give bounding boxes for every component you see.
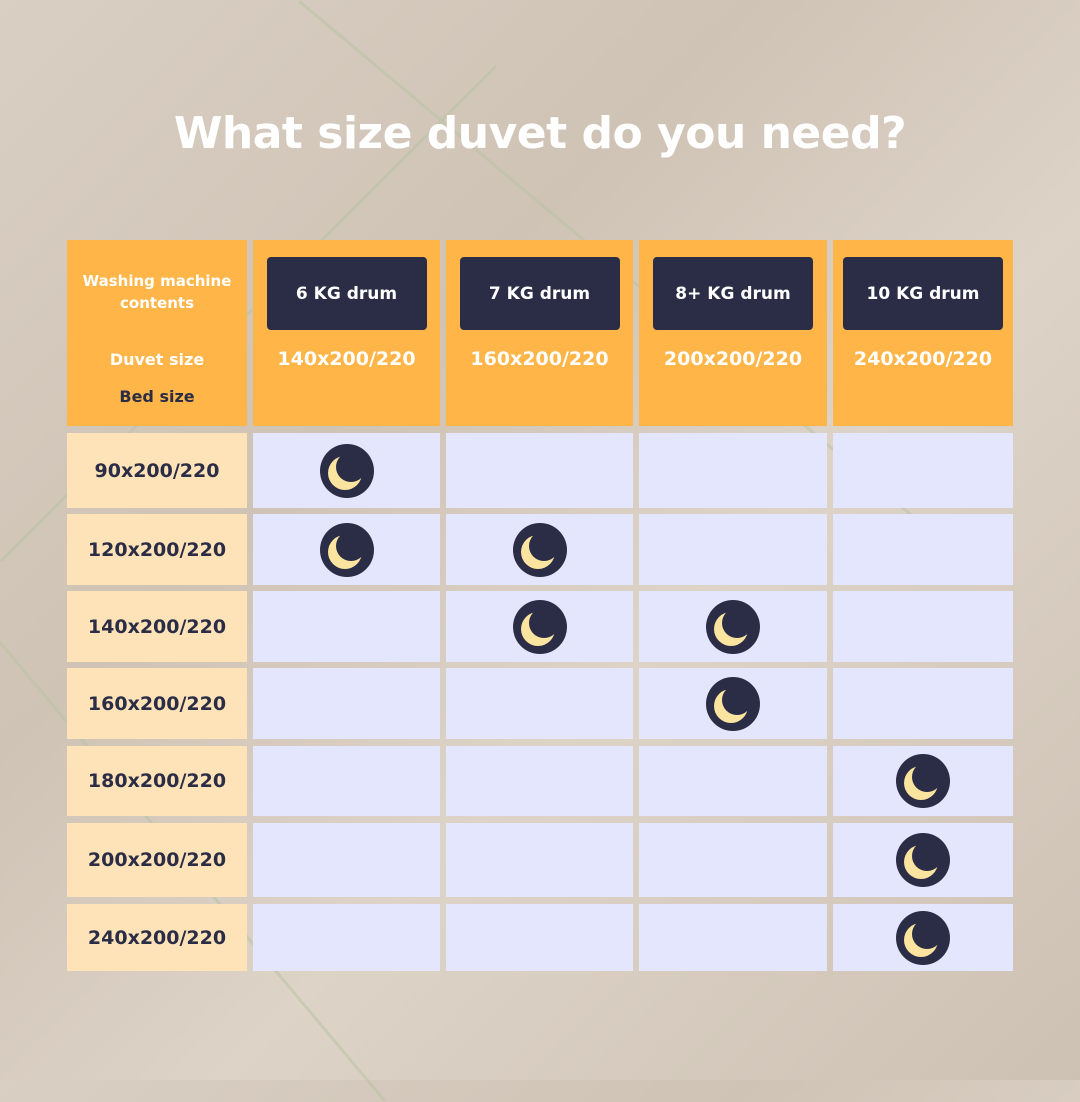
page-title: What size duvet do you need? xyxy=(173,108,907,159)
bed-size-label: Bed size xyxy=(119,387,195,406)
table-cell xyxy=(639,746,827,816)
table-cell xyxy=(833,668,1013,739)
column-header: 7 KG drum 160x200/220 xyxy=(446,240,633,426)
table-cell xyxy=(639,668,827,739)
column-header: 6 KG drum 140x200/220 xyxy=(253,240,440,426)
bed-size-row-header: 240x200/220 xyxy=(67,904,247,971)
table-cell xyxy=(446,591,633,662)
table-cell xyxy=(639,433,827,508)
drum-badge: 7 KG drum xyxy=(459,257,620,330)
table-cell xyxy=(639,823,827,897)
table-cell xyxy=(253,433,440,508)
table-cell xyxy=(253,591,440,662)
moon-icon xyxy=(706,676,760,731)
bed-size-row-header: 90x200/220 xyxy=(67,433,247,508)
bed-size-row-header: 140x200/220 xyxy=(67,591,247,662)
column-header: 8+ KG drum 200x200/220 xyxy=(639,240,827,426)
table-cell xyxy=(446,433,633,508)
duvet-size: 200x200/220 xyxy=(663,348,803,370)
moon-icon xyxy=(896,910,950,965)
table-cell xyxy=(253,668,440,739)
drum-badge: 10 KG drum xyxy=(843,257,1003,330)
drum-badge: 6 KG drum xyxy=(266,257,427,330)
moon-icon xyxy=(706,599,760,654)
table-cell xyxy=(833,904,1013,971)
duvet-size: 240x200/220 xyxy=(853,348,993,370)
table-cell xyxy=(833,591,1013,662)
duvet-size-label: Duvet size xyxy=(109,350,205,369)
column-header: 10 KG drum 240x200/220 xyxy=(833,240,1013,426)
bed-size-row-header: 120x200/220 xyxy=(67,514,247,585)
moon-icon xyxy=(512,599,567,654)
duvet-size: 160x200/220 xyxy=(470,348,609,370)
table-cell xyxy=(253,514,440,585)
duvet-size: 140x200/220 xyxy=(277,348,416,370)
table-cell xyxy=(833,514,1013,585)
moon-icon xyxy=(319,522,374,577)
bed-size-row-header: 180x200/220 xyxy=(67,746,247,816)
table-cell xyxy=(446,668,633,739)
table-cell xyxy=(639,514,827,585)
corner-header: Washing machine contents Duvet size Bed … xyxy=(67,240,247,426)
table-cell xyxy=(639,904,827,971)
table-cell xyxy=(833,746,1013,816)
table-cell xyxy=(253,904,440,971)
table-cell xyxy=(833,433,1013,508)
moon-icon xyxy=(896,754,950,808)
table-cell xyxy=(446,746,633,816)
moon-icon xyxy=(896,833,950,887)
bed-size-row-header: 200x200/220 xyxy=(67,823,247,897)
moon-icon xyxy=(319,443,374,498)
moon-icon xyxy=(512,522,567,577)
table-cell xyxy=(639,591,827,662)
bed-size-row-header: 160x200/220 xyxy=(67,668,247,739)
table-cell xyxy=(253,823,440,897)
table-cell xyxy=(253,746,440,816)
table-cell xyxy=(446,904,633,971)
washing-machine-label: Washing machine contents xyxy=(82,272,232,312)
table-cell xyxy=(833,823,1013,897)
table-cell xyxy=(446,514,633,585)
table-cell xyxy=(446,823,633,897)
drum-badge: 8+ KG drum xyxy=(653,257,813,330)
